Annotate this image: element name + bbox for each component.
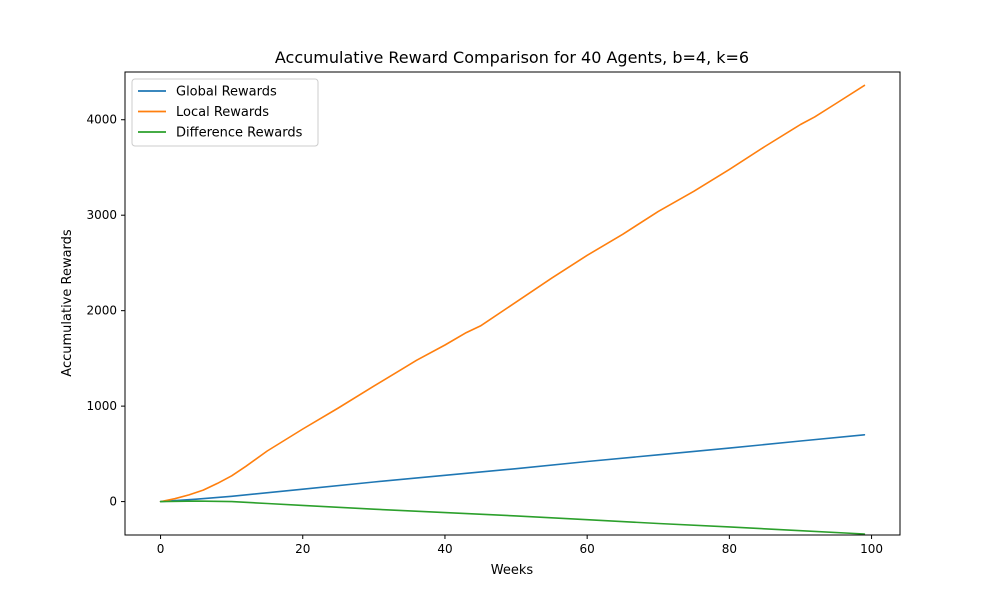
x-tick-label: 0 [157,542,165,556]
x-tick-label: 40 [437,542,452,556]
series-line-0 [159,433,866,503]
series-lines [159,84,866,535]
y-tick-label: 1000 [86,399,117,413]
plot-frame [124,71,901,536]
x-tick-label: 100 [860,542,883,556]
x-tick-label: 60 [580,542,595,556]
y-tick-label: 0 [109,495,117,509]
legend: Global Rewards Local Rewards Difference Re… [131,78,319,147]
series-line-2 [159,500,866,535]
legend-label-2: Difference Rewards [176,126,303,141]
series-line-1 [159,84,866,503]
legend-label-0: Global Rewards [176,85,277,100]
x-tick-label: 20 [295,542,310,556]
y-tick-label: 4000 [86,113,117,127]
y-tick-label: 2000 [86,304,117,318]
x-axis-label: Weeks [491,563,534,578]
x-tick-label: 80 [722,542,737,556]
legend-label-1: Local Rewards [176,105,269,120]
y-axis-label: Accumulative Rewards [60,229,75,377]
legend-box [131,78,319,147]
y-tick-label: 3000 [86,208,117,222]
chart-title: Accumulative Reward Comparison for 40 Ag… [275,48,749,67]
